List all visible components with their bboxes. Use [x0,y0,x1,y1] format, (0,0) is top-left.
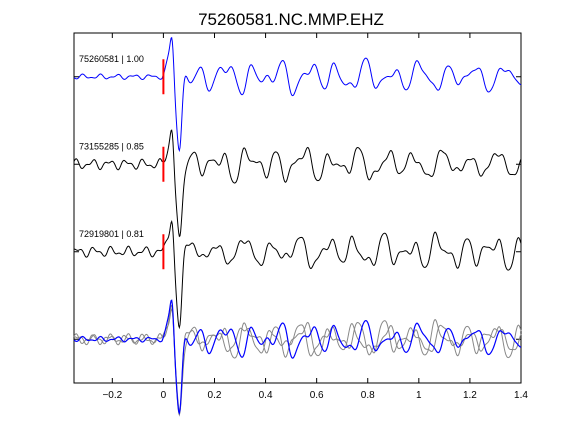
trace-label: 73155285 | 0.85 [79,141,144,151]
x-tick-label: 0.8 [361,390,375,401]
x-tick-label: 1.2 [463,390,477,401]
overlay-trace-gray-1 [73,304,522,413]
axis-ticks: −0.2 0 0.2 0.4 0.6 0.8 1 1.2 1.4 [74,33,528,401]
x-tick-label: 0.6 [310,390,324,401]
trace-labels: 75260581 | 1.00 73155285 | 0.85 72919801 |… [79,54,144,239]
x-tick-label: 1.4 [514,390,528,401]
x-tick-label: 1 [416,390,422,401]
chart-title: 75260581.NC.MMP.EHZ [198,10,384,29]
waveform-trace-1 [73,129,522,238]
waveform-traces [73,36,522,417]
trace-label: 75260581 | 1.00 [79,54,144,64]
waveform-trace-2 [73,219,522,330]
waveform-trace-0 [73,36,522,153]
x-tick-label: 0.2 [208,390,222,401]
trace-label: 72919801 | 0.81 [79,229,144,239]
axes-frame [73,32,522,384]
overlay-trace-gray-2 [73,307,522,417]
x-tick-label: 0.4 [259,390,273,401]
x-tick-label: −0.2 [102,390,122,401]
overlay-trace-reference [73,299,522,415]
x-tick-label: 0 [161,390,167,401]
